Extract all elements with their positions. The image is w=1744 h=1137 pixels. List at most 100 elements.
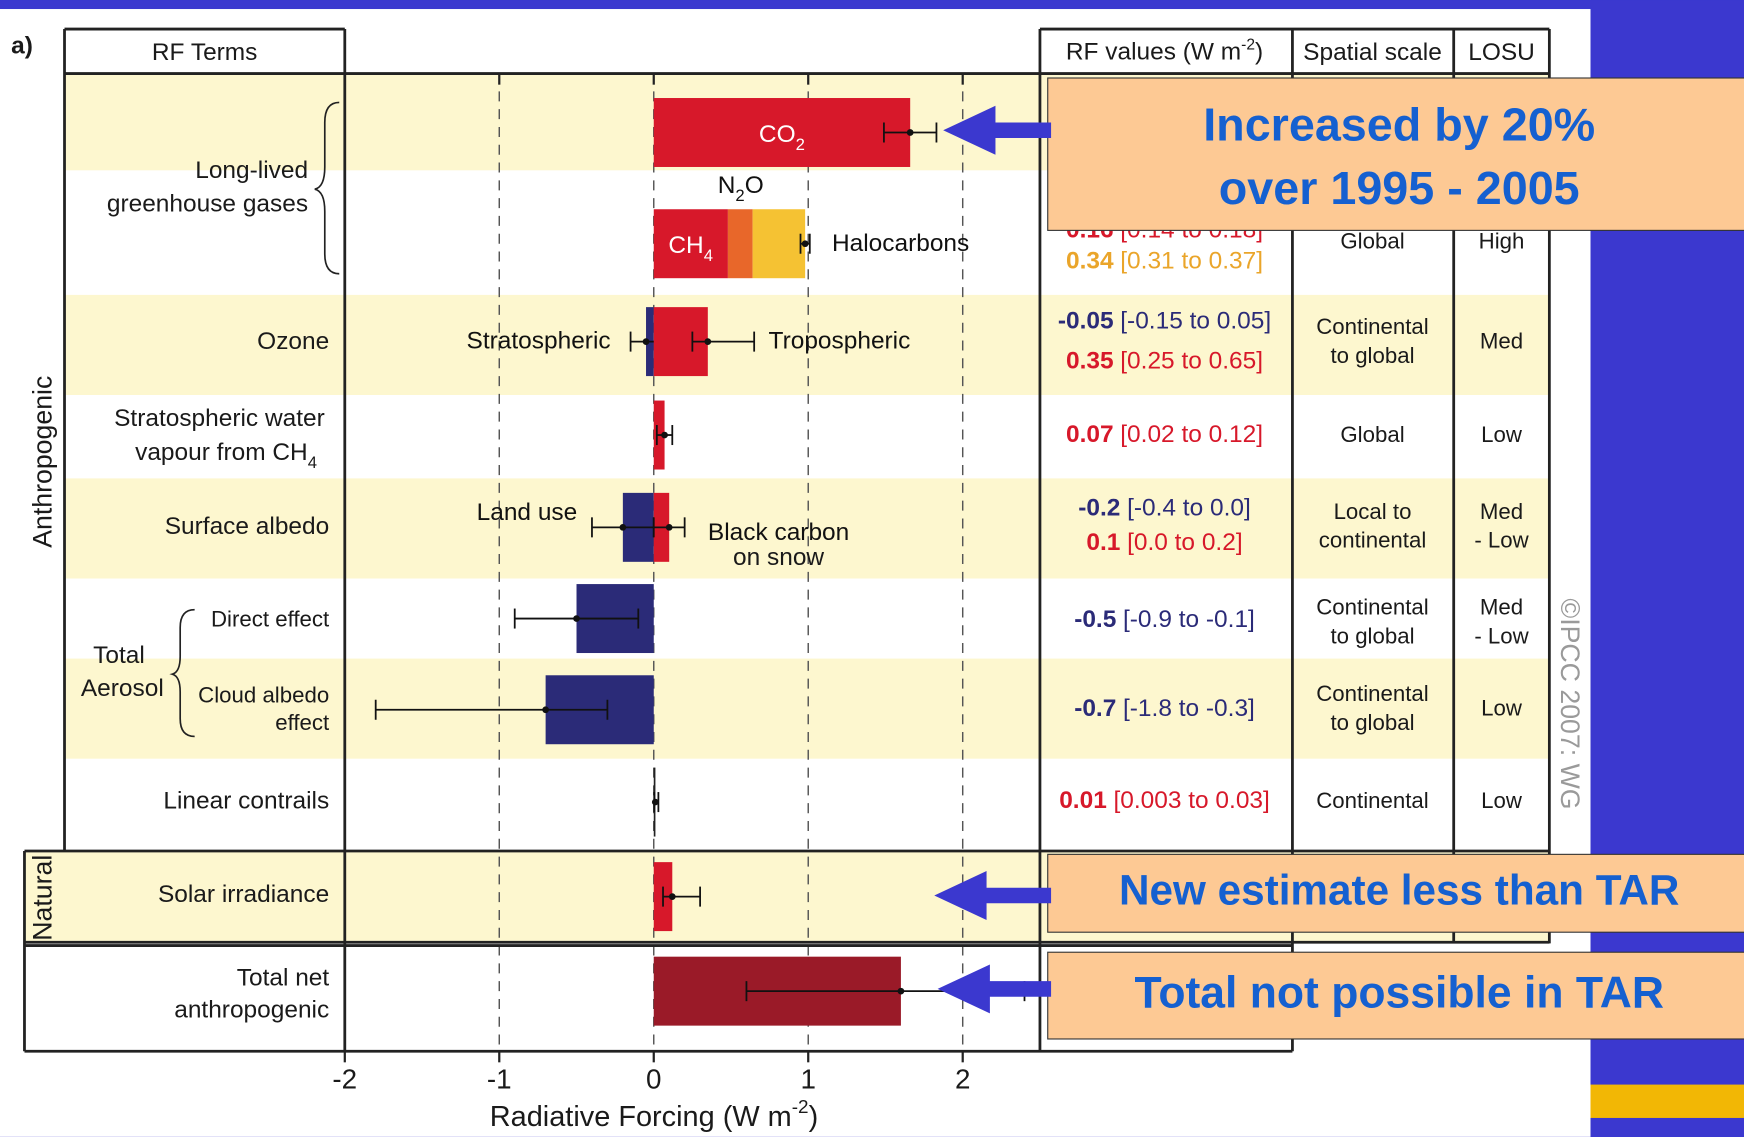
bar-label-text: Tropospheric [769,328,911,355]
error-bar [662,886,701,907]
bar-label: CO2 [759,121,805,153]
bar-label-text: CO [759,121,796,148]
bar-label-sub: 2 [796,135,805,154]
losu: Med [1480,594,1523,619]
row-backgrounds [24,73,1550,943]
callout-text: Increased by 20% [1203,98,1595,150]
bar [653,98,911,167]
rf-value: -0.5 [-0.9 to -0.1] [1074,606,1255,633]
row-labels: Long-lived greenhouse gases Ozone Strato… [81,157,330,1024]
error-bar [883,122,938,143]
bar-label: on snow [733,544,824,571]
spatial-scale: Continental [1316,788,1429,813]
bar-label-text: Black carbon [708,519,849,546]
rf-value-best: 0.35 [1066,348,1114,375]
header: RF values (W m-2) [1066,36,1263,66]
bar-label: CH4 [668,233,713,265]
rf-value: -0.05 [-0.15 to 0.05] [1058,308,1271,335]
x-axis-label: Radiative Forcing (W m-2) [490,1096,818,1132]
error-point [906,129,914,136]
losu: High [1479,228,1525,253]
rf-value-best: -0.7 [1074,695,1116,722]
header: RF Terms [152,39,258,66]
rf-value-best: 0.34 [1066,248,1114,275]
bar-label: Stratospheric [467,328,611,355]
error-point [573,615,580,622]
callout-box [1047,853,1744,933]
row-label: Total net [237,964,330,991]
bar-label-sub: 4 [704,246,713,265]
spatial-scale: continental [1319,528,1427,553]
x-tick-label: 2 [955,1064,970,1095]
error-bar [651,792,660,813]
losu: Low [1481,422,1523,447]
bar-label-text: Stratospheric [467,328,611,355]
header: Spatial scale [1303,39,1442,66]
losu: Low [1481,788,1523,813]
rf-value-range: [0.31 to 0.37] [1120,248,1263,275]
bar-label-text: N [718,172,736,199]
bar-label: Tropospheric [769,328,911,355]
x-axis-label-text: ) [809,1101,819,1133]
rf-value-best: -0.05 [1058,308,1114,335]
row-label: Direct effect [211,607,330,632]
losu: Med [1480,329,1523,354]
bar-label-text: CH [668,233,703,260]
spatial-scale: to global [1330,710,1414,735]
x-axis-label-sup: -2 [792,1096,809,1117]
callout-box [1047,77,1744,231]
rf-value: 0.07 [0.02 to 0.12] [1066,422,1263,449]
error-point [668,893,676,900]
rf-value-best: 0.1 [1086,529,1120,556]
callouts: Increased by 20% over 1995 - 2005 New es… [934,77,1744,1040]
rf-value-range: [-0.9 to -0.1] [1123,606,1255,633]
rf-value: -0.7 [-1.8 to -0.3] [1074,695,1255,722]
rf-value: 0.34 [0.31 to 0.37] [1066,248,1263,275]
error-point [542,706,549,714]
losu: - Low [1474,528,1529,553]
error-point [801,240,809,248]
error-bar [799,233,811,254]
rf-value-best: 0.07 [1066,422,1114,449]
losu: Med [1480,499,1523,524]
rf-value-range: [-1.8 to -0.3] [1123,695,1255,722]
bar [752,209,806,279]
rf-value-best: 0.01 [1059,788,1107,815]
row-label: Aerosol [81,675,164,702]
row-band [64,294,1550,395]
copyright: ©IPCC 2007: WG [1555,599,1585,810]
rf-value: 0.01 [0.003 to 0.03] [1059,788,1270,815]
row-band [64,478,1550,579]
callout-text: over 1995 - 2005 [1219,162,1580,214]
error-point [897,987,905,995]
spatial-scale: Continental [1316,681,1429,706]
x-tick-label: 0 [646,1064,661,1095]
brace [314,101,340,275]
bar-label-sub: 2 [735,186,744,205]
callout-box [1047,951,1744,1040]
row-label: Cloud albedo [198,682,329,707]
spatial-scale: to global [1330,623,1414,648]
rf-value-range: [0.0 to 0.2] [1127,529,1243,556]
rf-value: 0.35 [0.25 to 0.65] [1066,348,1263,375]
row-label: Linear contrails [163,788,329,815]
header: LOSU [1468,39,1535,66]
bar-label-text: O [745,172,764,199]
frame-lines [23,27,1551,1053]
spatial-scale: Continental [1316,594,1429,619]
error-point [665,524,673,531]
losu: Low [1481,696,1523,721]
error-point [619,524,627,531]
x-axis-label-text: Radiative Forcing (W m [490,1101,792,1133]
error-point [661,431,668,439]
error-bar [652,517,686,538]
error-point [651,798,659,806]
header-text: ) [1255,39,1263,66]
spatial-scale: Local to [1334,499,1412,524]
error-bar [374,699,609,720]
rf-value-range: [0.25 to 0.65] [1120,348,1263,375]
arrow [937,964,1052,1014]
arrow [934,871,1052,920]
row-label: Total [93,642,145,669]
bar-label-text: Halocarbons [832,230,969,257]
